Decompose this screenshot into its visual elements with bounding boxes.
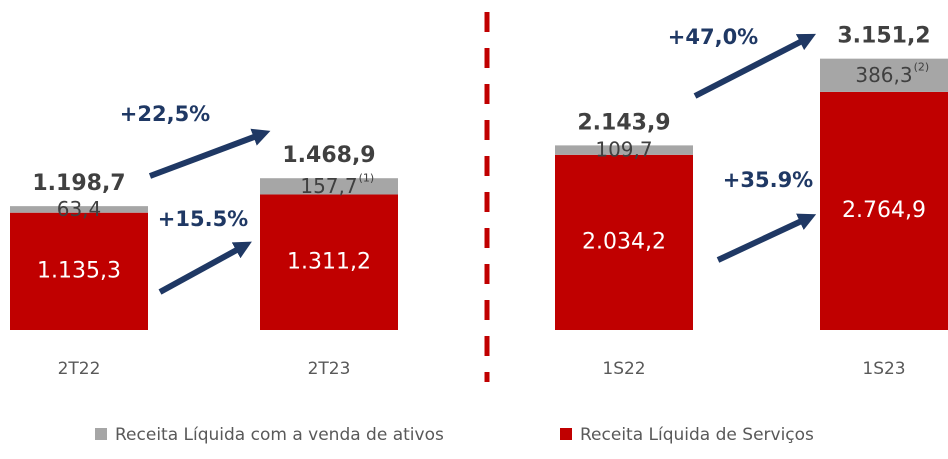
bar-segment (10, 212, 148, 330)
bar-segment (260, 178, 398, 195)
annotation: +47,0% (668, 25, 758, 49)
value-label: 1.311,2 (287, 249, 371, 274)
total-label: 3.151,2 (837, 24, 930, 49)
annotation: +22,5% (120, 102, 210, 126)
bar-segment (820, 58, 948, 92)
legend-label: Receita Líquida de Serviços (580, 425, 814, 445)
value-label: 157,7 (300, 174, 357, 198)
x-tick-label: 1S23 (862, 359, 905, 379)
value-label: 63,4 (57, 197, 102, 221)
bar-segment (10, 206, 148, 213)
arrow (148, 128, 271, 179)
legend-swatch (560, 428, 572, 440)
arrows (148, 33, 817, 295)
bar-segment (555, 154, 693, 330)
value-label: 1.135,3 (37, 258, 121, 283)
footnote: (2) (914, 60, 930, 73)
bar-segment (820, 91, 948, 330)
x-tick-label: 2T22 (58, 359, 101, 379)
arrow (693, 33, 817, 99)
value-label: 2.034,2 (582, 229, 666, 254)
bar-segment (555, 145, 693, 155)
arrow (158, 241, 252, 295)
annotation: +35.9% (723, 168, 813, 192)
x-tick-label: 1S22 (602, 359, 645, 379)
legend-label: Receita Líquida com a venda de ativos (115, 425, 444, 445)
total-label: 1.198,7 (32, 171, 125, 196)
legend-swatch (95, 428, 107, 440)
arrow (716, 213, 817, 263)
total-label: 2.143,9 (577, 110, 670, 135)
value-label: 2.764,9 (842, 198, 926, 223)
total-label: 1.468,9 (282, 143, 375, 168)
x-tick-label: 2T23 (308, 359, 351, 379)
value-label: 386,3 (855, 63, 912, 87)
footnote: (1) (359, 171, 375, 184)
value-label: 109,7 (595, 138, 652, 162)
annotation: +15.5% (158, 207, 248, 231)
bar-segment (260, 194, 398, 330)
